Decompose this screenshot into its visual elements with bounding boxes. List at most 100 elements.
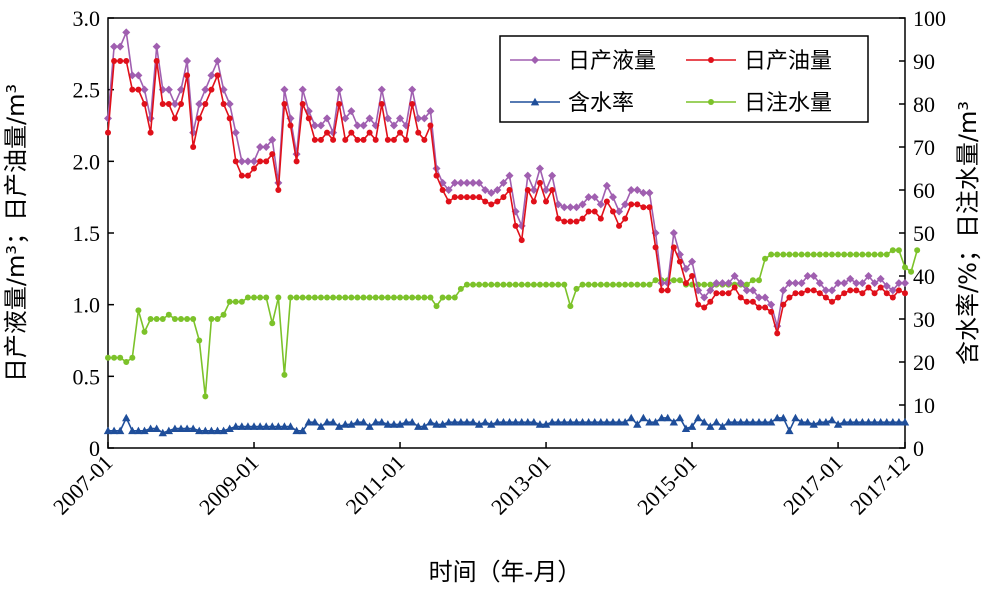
data-point [841,251,848,258]
data-point [622,281,629,288]
data-point [901,279,909,288]
data-point [797,279,806,288]
data-point [547,418,557,426]
data-point [353,121,362,130]
data-point [554,418,563,426]
series-line [107,29,905,327]
data-point [178,316,185,322]
data-point [336,294,343,301]
data-point [815,418,825,426]
data-point [646,281,653,288]
data-point [718,422,727,430]
data-point [219,426,228,435]
data-point [170,100,179,108]
data-point [773,413,782,422]
data-point [622,215,629,222]
data-point [159,316,166,322]
data-point [882,282,891,291]
data-point [214,316,221,322]
data-point [414,422,423,430]
data-point [328,418,338,426]
data-point [470,194,477,201]
data-point [549,187,556,193]
data-point [852,418,861,426]
data-point [602,418,612,426]
data-point [700,293,709,302]
data-point [208,316,215,322]
data-point [231,422,240,430]
data-point [348,129,355,136]
data-point [311,294,318,301]
right-tick-label: 50 [913,221,935,246]
data-point [870,418,879,426]
data-point [535,420,545,428]
legend-label: 日注水量 [744,91,832,116]
data-point [536,179,543,186]
data-point [354,136,361,143]
data-point [256,143,265,151]
data-point [249,422,259,430]
data-point [134,426,143,435]
data-point [482,281,489,288]
data-point [754,418,764,426]
data-point [427,294,434,301]
data-point [573,218,580,225]
data-point [828,298,835,305]
data-point [281,101,288,107]
data-point [561,281,568,288]
data-point [207,71,216,80]
data-point [689,273,696,279]
data-point [859,290,866,297]
data-point [432,420,441,428]
data-point [713,290,720,297]
data-point [748,286,757,295]
data-point [883,290,890,297]
data-point [146,424,155,433]
data-point [566,203,575,212]
data-point [712,418,721,426]
data-point [669,418,679,426]
legend-item: 日产液量 [510,49,656,74]
data-point [762,255,769,262]
data-point [299,101,306,107]
data-point [111,58,118,64]
data-point [286,422,295,430]
data-point [535,164,544,173]
data-point [500,281,507,288]
x-tick-label: 2017-12 [845,450,915,520]
data-point [383,420,393,428]
data-point [317,136,324,143]
data-point [105,354,111,361]
data-point [827,415,837,424]
data-point [888,286,897,295]
data-point [445,294,452,301]
data-point [883,251,890,258]
data-point [147,129,154,136]
data-point [378,294,385,301]
data-point [815,279,824,288]
left-axis-title: 日产液量/m³；日产油量/m³ [2,84,30,382]
data-point [511,418,520,426]
data-point [786,294,793,301]
data-point [110,42,119,51]
data-point [579,215,586,222]
data-point [159,101,166,107]
data-point [365,114,374,123]
x-tick-label: 2011-01 [341,450,410,519]
data-point [123,58,130,64]
data-point [134,71,143,80]
data-point [415,294,422,301]
data-point [725,290,732,297]
left-tick-label: 1.0 [73,293,101,318]
data-point [152,42,161,51]
data-point [798,290,805,297]
data-point [865,284,872,291]
data-point [372,294,379,301]
right-tick-label: 70 [913,135,935,160]
data-point [202,101,209,107]
data-point [542,186,551,194]
data-point [324,294,331,301]
data-point [530,281,537,288]
data-point [196,115,203,122]
